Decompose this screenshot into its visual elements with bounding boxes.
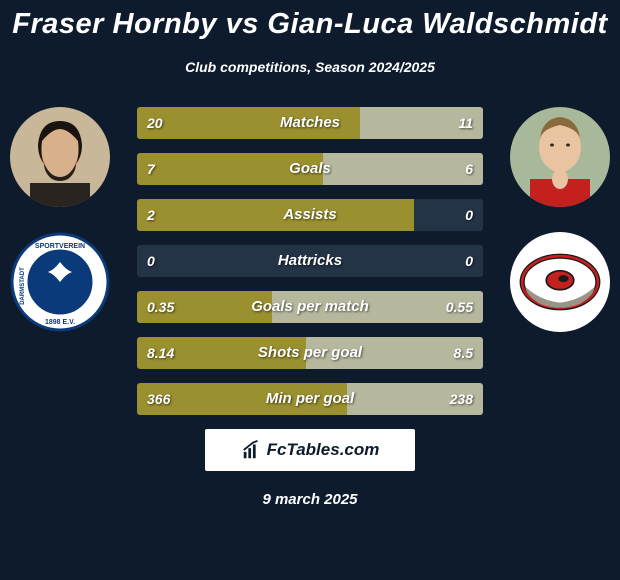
svg-text:SPORTVEREIN: SPORTVEREIN xyxy=(35,243,85,250)
date-text: 9 march 2025 xyxy=(0,491,620,508)
stat-label: Assists xyxy=(137,199,483,231)
comparison-content: SPORTVEREIN 1898 E.V. DARMSTADT 2011Matc… xyxy=(0,107,620,415)
stat-bars: 2011Matches 76Goals 20Assists 00Hattricks 0.… xyxy=(137,107,483,415)
stat-row-shots-per-goal: 8.148.5Shots per goal xyxy=(137,337,483,369)
stat-row-assists: 20Assists xyxy=(137,199,483,231)
stat-label: Matches xyxy=(137,107,483,139)
footer-brand: FcTables.com xyxy=(205,429,415,471)
player-left-avatar xyxy=(10,107,110,207)
stat-row-goals-per-match: 0.350.55Goals per match xyxy=(137,291,483,323)
player-right-avatar xyxy=(510,107,610,207)
club-right-badge xyxy=(510,232,610,332)
stat-row-matches: 2011Matches xyxy=(137,107,483,139)
page-subtitle: Club competitions, Season 2024/2025 xyxy=(0,59,620,75)
club-left-badge: SPORTVEREIN 1898 E.V. DARMSTADT xyxy=(10,232,110,332)
stat-row-hattricks: 00Hattricks xyxy=(137,245,483,277)
page-title: Fraser Hornby vs Gian-Luca Waldschmidt xyxy=(0,0,620,41)
footer-brand-text: FcTables.com xyxy=(267,440,380,460)
stat-row-goals: 76Goals xyxy=(137,153,483,185)
stat-label: Hattricks xyxy=(137,245,483,277)
svg-text:1898 E.V.: 1898 E.V. xyxy=(45,319,75,326)
stat-label: Goals xyxy=(137,153,483,185)
stat-label: Shots per goal xyxy=(137,337,483,369)
stat-label: Goals per match xyxy=(137,291,483,323)
svg-text:DARMSTADT: DARMSTADT xyxy=(20,267,26,305)
stat-row-min-per-goal: 366238Min per goal xyxy=(137,383,483,415)
stat-label: Min per goal xyxy=(137,383,483,415)
